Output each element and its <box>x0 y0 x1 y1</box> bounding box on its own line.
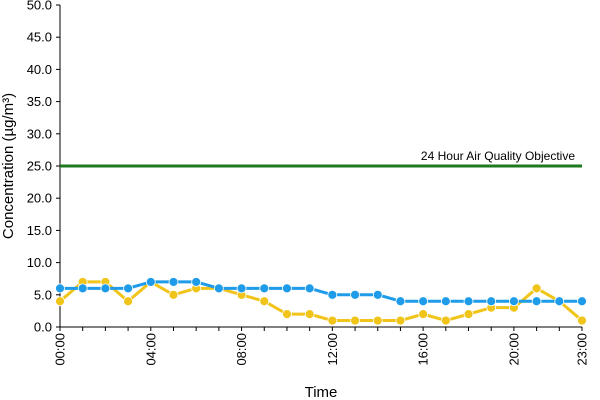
series-point <box>123 283 133 294</box>
series-point <box>395 296 406 307</box>
series-point <box>372 289 383 300</box>
series-point <box>395 315 406 326</box>
series-point <box>282 309 292 320</box>
series-point <box>327 289 338 300</box>
series-group <box>55 277 587 326</box>
x-tick-label: 04:00 <box>143 333 158 366</box>
x-tick-label: 00:00 <box>53 333 68 366</box>
series-point <box>55 283 65 294</box>
series-point <box>418 309 429 320</box>
series-point <box>554 296 565 307</box>
x-tick-label: 16:00 <box>416 333 431 366</box>
y-tick-label: 45.0 <box>27 30 52 45</box>
series-point <box>463 309 474 320</box>
series-point <box>440 315 451 326</box>
air-quality-objective-label: 24 Hour Air Quality Objective <box>421 149 575 163</box>
series-point <box>440 296 451 307</box>
series-point <box>350 289 360 300</box>
series-point <box>304 309 315 320</box>
x-tick-label: 20:00 <box>506 333 521 366</box>
series-point <box>509 296 519 307</box>
series-point <box>191 277 202 287</box>
series-point <box>463 296 474 307</box>
series-point <box>145 277 156 287</box>
x-axis: 00:00 04:00 08:00 12:00 16:00 20:00 23:00 <box>53 326 590 366</box>
y-tick-label: 20.0 <box>27 191 52 206</box>
series-point <box>531 296 542 307</box>
series-point <box>486 296 497 307</box>
series-point <box>327 315 338 326</box>
series-point <box>418 296 429 307</box>
series-point <box>100 283 111 294</box>
series-point <box>531 283 542 294</box>
y-tick-label: 10.0 <box>27 255 52 270</box>
x-tick-label: 23:00 <box>575 333 590 366</box>
y-axis-title: Concentration (µg/m³) <box>0 93 17 239</box>
series-point <box>372 315 383 326</box>
y-tick-label: 40.0 <box>27 62 52 77</box>
series-point <box>577 315 587 326</box>
reference-line-group: 24 Hour Air Quality Objective <box>60 149 582 168</box>
y-tick-label: 35.0 <box>27 94 52 109</box>
series-point <box>213 283 224 294</box>
x-tick-label: 12:00 <box>325 333 340 366</box>
series-point <box>304 283 315 294</box>
series-point <box>259 283 270 294</box>
series-point <box>236 283 247 294</box>
series-point <box>577 296 587 307</box>
x-axis-title: Time <box>305 384 338 400</box>
y-tick-label: 15.0 <box>27 223 52 238</box>
x-tick-label: 08:00 <box>234 333 249 366</box>
series-point <box>282 283 292 294</box>
series-point <box>168 289 179 300</box>
series-2 <box>55 277 587 307</box>
y-tick-label: 5.0 <box>34 287 52 302</box>
y-tick-label: 30.0 <box>27 126 52 141</box>
series-point <box>259 296 270 307</box>
series-point <box>168 277 179 287</box>
y-tick-label: 50.0 <box>27 0 52 13</box>
y-tick-label: 25.0 <box>27 159 52 174</box>
series-point <box>77 283 88 294</box>
series-point <box>55 296 65 307</box>
series-point <box>123 296 133 307</box>
y-axis: 0.0 5.0 10.0 15.0 20.0 25.0 30.0 35.0 40.0 45.0 50… <box>27 0 61 335</box>
y-tick-label: 0.0 <box>34 320 52 335</box>
series-point <box>350 315 360 326</box>
